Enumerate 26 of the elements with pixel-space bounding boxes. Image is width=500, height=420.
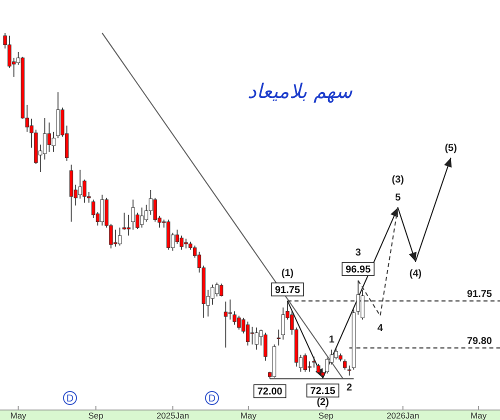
x-tick-label: May xyxy=(240,410,258,420)
annotation: (4) xyxy=(409,268,422,280)
x-tick-label: Sep xyxy=(318,410,334,420)
text: D xyxy=(208,394,216,404)
annotation: 3 xyxy=(355,248,362,259)
text: D xyxy=(66,394,74,404)
x-tick-label: 2026Jan xyxy=(386,410,420,420)
annotation: (5) xyxy=(444,142,457,154)
x-tick-label: May xyxy=(10,410,28,420)
annotation: 2 xyxy=(346,382,353,394)
annotation: (1) xyxy=(281,268,294,279)
annotation: 1 xyxy=(328,334,335,346)
text: 91.75 xyxy=(275,284,300,296)
annotation: 5 xyxy=(395,192,402,204)
annotation: (2) xyxy=(316,397,329,408)
text: 96.95 xyxy=(346,264,371,276)
x-tick-label: Sep xyxy=(88,410,104,420)
series-label: 91.75 xyxy=(466,288,492,300)
text: 72.15 xyxy=(310,386,336,398)
x-tick-label: 2025Jan xyxy=(156,410,190,420)
text: سهم بلاميعاد xyxy=(247,79,353,103)
annotation: 4 xyxy=(377,322,384,334)
annotation: (3) xyxy=(392,174,404,186)
series-label: 79.80 xyxy=(466,336,492,347)
text: 72.00 xyxy=(257,386,282,398)
x-tick-label: May xyxy=(470,410,488,420)
